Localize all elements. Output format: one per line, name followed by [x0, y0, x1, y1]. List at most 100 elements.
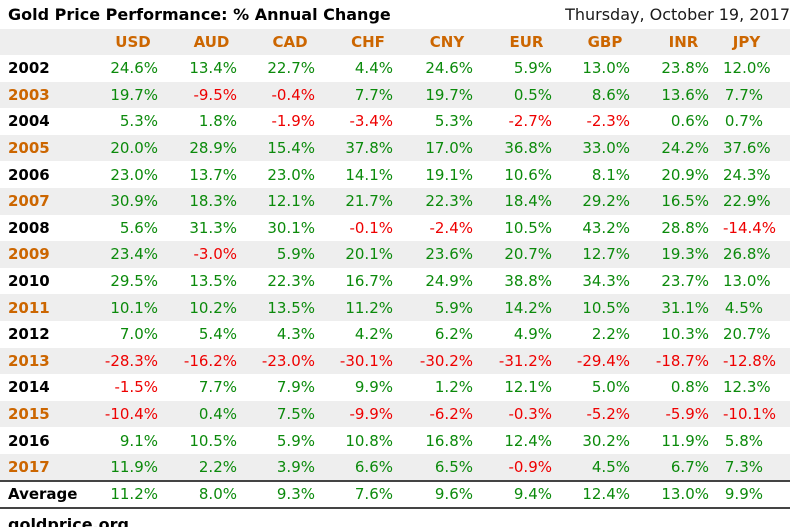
value-cell: -3.0% — [193, 245, 237, 264]
value-cell: 5.6% — [119, 218, 158, 237]
value-cell: 29.5% — [110, 272, 158, 291]
value-cell: 23.8% — [661, 59, 709, 78]
value-cell: 4.5% — [724, 298, 763, 317]
value-cell: 13.6% — [661, 85, 709, 104]
value-cell: 31.3% — [189, 218, 237, 237]
year-label: 2009 — [8, 245, 50, 264]
value-cell: 5.9% — [276, 431, 315, 450]
average-value-cell: 9.6% — [434, 485, 473, 503]
average-value-cell: 9.9% — [724, 485, 763, 503]
value-cell: 26.8% — [723, 245, 771, 264]
value-cell: 16.7% — [345, 272, 393, 291]
table-row: 2008 5.6% 31.3% 30.1% -0.1% -2.4% 10.5% 43.2% 28… — [0, 215, 790, 242]
value-cell: -23.0% — [261, 351, 315, 370]
value-cell: 0.7% — [724, 112, 763, 131]
value-cell: 28.8% — [661, 218, 709, 237]
value-cell: 38.8% — [504, 272, 552, 291]
table-row: 2015 -10.4% 0.4% 7.5% -9.9% -6.2% -0.3% -5.2% -5… — [0, 400, 790, 428]
value-cell: -3.4% — [349, 112, 393, 131]
column-header-cad: CAD — [272, 33, 308, 51]
value-cell: 43.2% — [582, 218, 630, 237]
value-cell: -5.2% — [586, 405, 630, 424]
average-value-cell: 12.4% — [582, 485, 630, 503]
value-cell: -31.2% — [498, 351, 552, 370]
value-cell: -10.4% — [104, 405, 158, 424]
value-cell: 10.2% — [189, 298, 237, 317]
value-cell: 2.2% — [591, 325, 630, 344]
average-row: Average 11.2% 8.0% 9.3% 7.6% 9.6% 9.4% 12.4% 13… — [0, 480, 790, 508]
average-value-cell: 7.6% — [354, 485, 393, 503]
table-row: 2002 24.6% 13.4% 22.7% 4.4% 24.6% 5.9% 13.0% 23.… — [0, 55, 790, 82]
value-cell: 11.9% — [661, 431, 709, 450]
value-cell: 4.4% — [354, 59, 393, 78]
value-cell: 24.6% — [425, 59, 473, 78]
value-cell: 19.7% — [425, 85, 473, 104]
average-value-cell: 9.4% — [513, 485, 552, 503]
table-row: 2016 9.1% 10.5% 5.9% 10.8% 16.8% 12.4% 30.2% 11.… — [0, 427, 790, 454]
value-cell: 7.3% — [724, 457, 763, 476]
value-cell: 10.5% — [504, 218, 552, 237]
value-cell: 7.7% — [354, 85, 393, 104]
value-cell: 22.3% — [267, 272, 315, 291]
value-cell: 7.9% — [276, 378, 315, 397]
year-label: 2008 — [8, 218, 50, 237]
value-cell: 5.3% — [119, 112, 158, 131]
value-cell: 6.6% — [354, 457, 393, 476]
column-header-jpy: JPY — [732, 33, 761, 51]
value-cell: 24.3% — [723, 165, 771, 184]
table-row: 2017 11.9% 2.2% 3.9% 6.6% 6.5% -0.9% 4.5% 6.7% 7.… — [0, 453, 790, 481]
value-cell: 4.5% — [591, 457, 630, 476]
value-cell: 8.1% — [591, 165, 630, 184]
value-cell: 22.3% — [425, 192, 473, 211]
year-label: 2011 — [8, 298, 50, 317]
value-cell: 12.1% — [267, 192, 315, 211]
value-cell: 4.2% — [354, 325, 393, 344]
column-header-chf: CHF — [351, 33, 385, 51]
value-cell: -9.5% — [193, 85, 237, 104]
value-cell: 7.5% — [276, 405, 315, 424]
report-date: Thursday, October 19, 2017 — [565, 5, 790, 24]
value-cell: -28.3% — [104, 351, 158, 370]
value-cell: 29.2% — [582, 192, 630, 211]
value-cell: 30.2% — [582, 431, 630, 450]
value-cell: 2.2% — [198, 457, 237, 476]
table-row: 2005 20.0% 28.9% 15.4% 37.8% 17.0% 36.8% 33.0% 2… — [0, 134, 790, 162]
table-row: 2013 -28.3% -16.2% -23.0% -30.1% -30.2% -31.2%… — [0, 347, 790, 375]
value-cell: 22.7% — [267, 59, 315, 78]
table-row: 2007 30.9% 18.3% 12.1% 21.7% 22.3% 18.4% 29.2% 1… — [0, 187, 790, 215]
average-value-cell: 13.0% — [661, 485, 709, 503]
value-cell: 20.9% — [661, 165, 709, 184]
value-cell: -1.5% — [114, 378, 158, 397]
value-cell: -2.7% — [508, 112, 552, 131]
year-column-header — [0, 29, 94, 55]
value-cell: 13.5% — [189, 272, 237, 291]
value-cell: 8.6% — [591, 85, 630, 104]
value-cell: -18.7% — [655, 351, 709, 370]
value-cell: 6.5% — [434, 457, 473, 476]
year-label: 2007 — [8, 192, 50, 211]
value-cell: 7.7% — [724, 85, 763, 104]
value-cell: 10.5% — [189, 431, 237, 450]
value-cell: 10.3% — [661, 325, 709, 344]
table-row: 2004 5.3% 1.8% -1.9% -3.4% 5.3% -2.7% -2.3% 0.6%… — [0, 108, 790, 135]
value-cell: -1.9% — [271, 112, 315, 131]
value-cell: 12.4% — [504, 431, 552, 450]
value-cell: 34.3% — [582, 272, 630, 291]
table-row: 2014 -1.5% 7.7% 7.9% 9.9% 1.2% 12.1% 5.0% 0.8% 12… — [0, 374, 790, 401]
average-value-cell: 9.3% — [276, 485, 315, 503]
value-cell: 10.6% — [504, 165, 552, 184]
column-header-aud: AUD — [193, 33, 230, 51]
value-cell: 4.9% — [513, 325, 552, 344]
value-cell: -2.4% — [429, 218, 473, 237]
header-row: USD AUD CAD CHF CNY EUR GBP INR JPY — [0, 29, 790, 55]
value-cell: 30.1% — [267, 218, 315, 237]
value-cell: 17.0% — [425, 139, 473, 158]
value-cell: 7.0% — [119, 325, 158, 344]
year-label: 2005 — [8, 139, 50, 158]
table-row: 2003 19.7% -9.5% -0.4% 7.7% 19.7% 0.5% 8.6% 13.6… — [0, 81, 790, 109]
value-cell: 24.2% — [661, 139, 709, 158]
page-title: Gold Price Performance: % Annual Change — [8, 5, 391, 24]
value-cell: 10.5% — [582, 298, 630, 317]
year-label: 2010 — [8, 272, 50, 291]
year-label: 2016 — [8, 431, 50, 450]
